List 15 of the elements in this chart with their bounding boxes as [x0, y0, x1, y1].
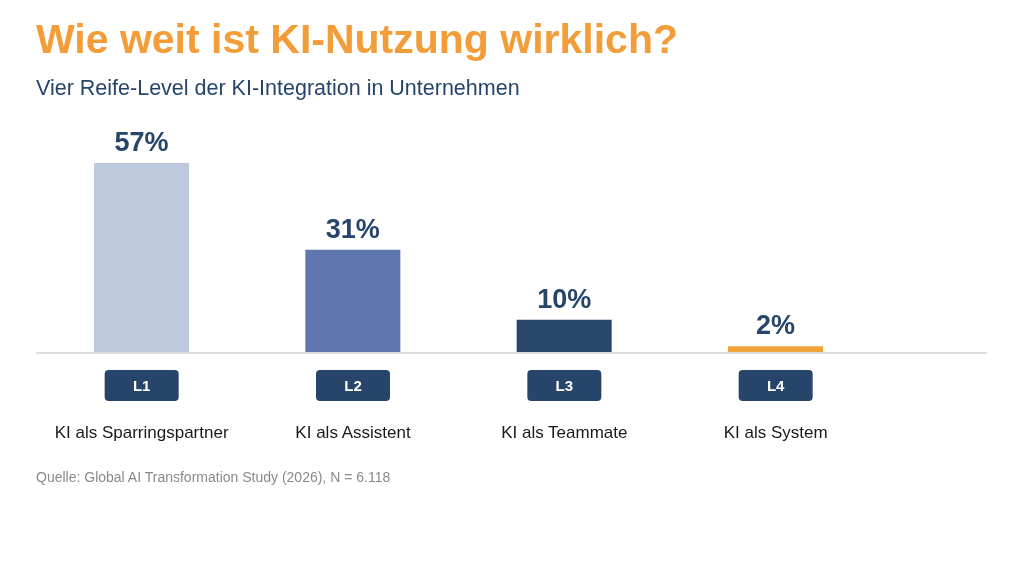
- category-label: L1 KI als Sparringspartner: [54, 377, 229, 442]
- bar: [305, 249, 401, 353]
- bar: [728, 346, 823, 353]
- bar: [94, 163, 189, 353]
- data-label: 31%: [325, 213, 380, 244]
- data-label: 2%: [755, 310, 796, 341]
- chart-title: Wie weit ist KI-Nutzung wirklich?: [36, 16, 678, 63]
- category-label: L4 KI als System: [723, 377, 828, 442]
- data-label: 57%: [114, 127, 169, 157]
- data-label: 10%: [537, 283, 592, 314]
- chart-subtitle: Vier Reife-Level der KI-Integration in Unternehmen: [36, 76, 520, 101]
- bar: [516, 319, 612, 353]
- category-label: L3 KI als Teammate: [501, 377, 628, 442]
- source-note: Quelle: Global AI Transformation Study (2026), N = 6.118: [36, 469, 391, 485]
- category-label: L2 KI als Assistent: [295, 377, 411, 442]
